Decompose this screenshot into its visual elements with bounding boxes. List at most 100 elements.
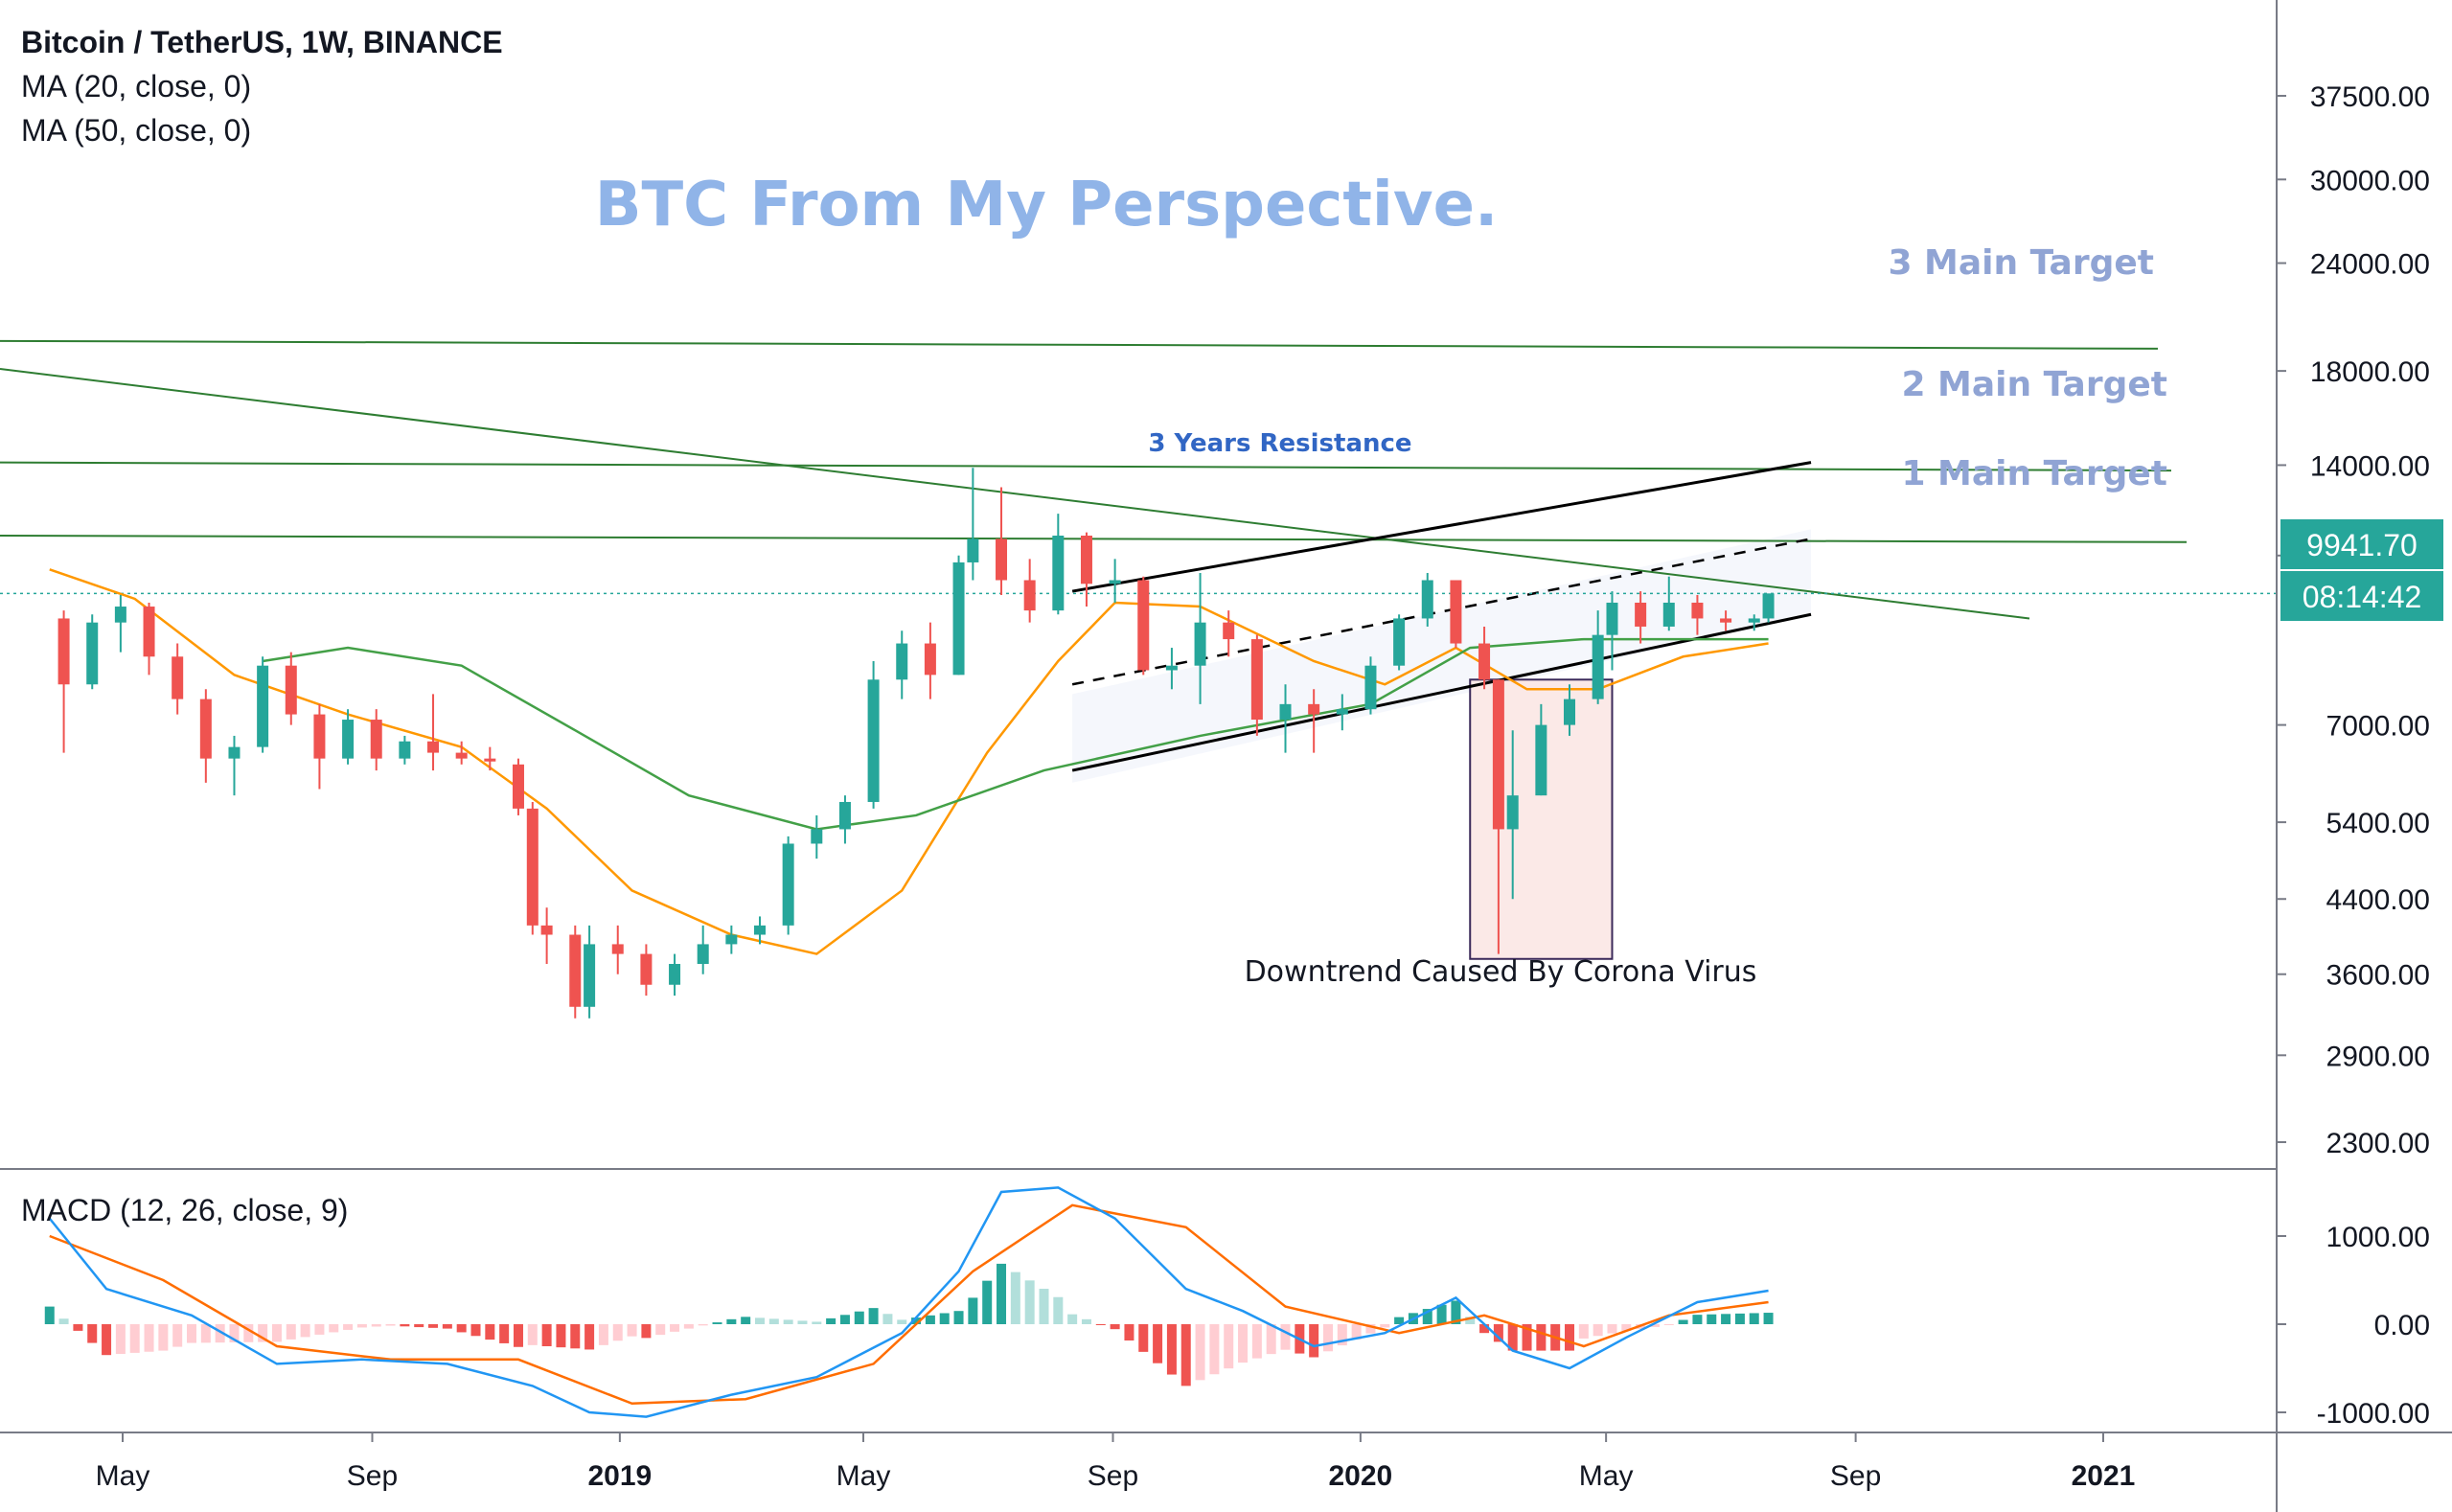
- candle-body: [484, 758, 496, 762]
- macd-histogram-bar: [385, 1324, 396, 1326]
- macd-histogram-bar: [243, 1324, 254, 1342]
- candle: [143, 602, 155, 676]
- time-tick-label: May: [836, 1460, 891, 1492]
- macd-histogram-bar: [826, 1317, 836, 1324]
- candle: [753, 916, 766, 945]
- resistance-label: 3 Years Resistance: [1148, 429, 1411, 458]
- candle-body: [86, 622, 99, 685]
- candle-body: [228, 746, 241, 759]
- macd-histogram-bar: [1621, 1324, 1632, 1331]
- price-tick-label: 24000.00: [2310, 249, 2430, 281]
- candle: [838, 795, 851, 844]
- macd-histogram-bar: [442, 1324, 452, 1329]
- candle: [1535, 703, 1547, 796]
- candle: [952, 555, 965, 676]
- macd-histogram-bar: [1522, 1324, 1532, 1351]
- price-panel[interactable]: [0, 339, 2277, 1019]
- candle-body: [569, 934, 582, 1007]
- macd-histogram-bar: [371, 1324, 381, 1327]
- candle-body: [952, 561, 965, 676]
- price-tick-label: 18000.00: [2310, 356, 2430, 388]
- candle-body: [584, 944, 596, 1007]
- candle: [399, 735, 411, 765]
- macd-histogram-bar: [414, 1324, 424, 1328]
- candle-body: [967, 538, 979, 562]
- macd-histogram-bar: [343, 1324, 354, 1330]
- candle: [484, 746, 496, 771]
- candle: [611, 925, 624, 974]
- chart-title: BTC From My Perspective.: [595, 170, 1499, 241]
- macd-histogram-bar: [129, 1324, 140, 1353]
- macd-histogram-bar: [73, 1324, 83, 1331]
- ma50-legend[interactable]: MA (50, close, 0): [21, 113, 252, 148]
- candle: [257, 656, 269, 753]
- macd-histogram-bar: [300, 1324, 310, 1338]
- macd-histogram-bar: [485, 1324, 495, 1340]
- candle: [1450, 580, 1462, 649]
- candle: [896, 630, 908, 699]
- macd-histogram-bar: [754, 1317, 765, 1324]
- candle-body: [1364, 665, 1377, 710]
- candle: [1023, 559, 1036, 623]
- candle: [811, 814, 823, 859]
- macd-histogram-bar: [1422, 1309, 1432, 1324]
- macd-histogram-bar: [258, 1324, 268, 1342]
- macd-histogram-bar: [882, 1314, 893, 1324]
- candle-body: [540, 925, 553, 935]
- candle: [526, 801, 539, 935]
- macd-histogram-bar: [44, 1306, 55, 1324]
- macd-histogram-bar: [1351, 1324, 1362, 1340]
- macd-histogram-bar: [655, 1324, 666, 1336]
- macd-histogram-bar: [470, 1324, 481, 1337]
- price-tag: 9941.70 08:14:42: [2280, 519, 2443, 621]
- macd-histogram-bar: [58, 1318, 69, 1324]
- symbol-title[interactable]: Bitcoin / TetherUS, 1W, BINANCE: [21, 25, 503, 59]
- candle-body: [1635, 602, 1647, 627]
- candle: [313, 703, 326, 790]
- candle: [584, 925, 596, 1019]
- candle: [996, 487, 1008, 595]
- candle: [1506, 730, 1519, 900]
- candle: [1052, 514, 1065, 615]
- candle-body: [1478, 643, 1491, 680]
- candle: [86, 614, 99, 690]
- candle-body: [427, 741, 440, 753]
- target-1-label: 1 Main Target: [1901, 454, 2167, 493]
- macd-histogram-bar: [1010, 1271, 1020, 1324]
- macd-histogram-bar: [158, 1324, 169, 1351]
- candle-body: [370, 720, 382, 759]
- time-tick-label: Sep: [1088, 1460, 1138, 1492]
- candle: [1492, 679, 1504, 954]
- candle-body: [342, 720, 355, 759]
- macd-histogram-bar: [172, 1324, 183, 1347]
- macd-histogram-bar: [812, 1321, 822, 1324]
- candle: [1421, 572, 1433, 627]
- ma20-legend[interactable]: MA (20, close, 0): [21, 69, 252, 103]
- macd-histogram-bar: [1095, 1324, 1106, 1325]
- candle: [569, 925, 582, 1019]
- macd-histogram-bar: [1593, 1324, 1603, 1337]
- macd-histogram-bar: [1380, 1324, 1390, 1328]
- candle-body: [1308, 703, 1320, 715]
- macd-histogram-bar: [839, 1315, 850, 1324]
- macd-legend[interactable]: MACD (12, 26, close, 9): [21, 1193, 349, 1227]
- macd-panel[interactable]: [44, 1186, 1774, 1418]
- macd-histogram-bar: [641, 1324, 652, 1339]
- resistance-line: [0, 367, 2030, 620]
- candle-body: [611, 944, 624, 954]
- macd-histogram-bar: [1707, 1314, 1717, 1324]
- macd-histogram-bar: [612, 1324, 623, 1341]
- macd-histogram-bar: [1649, 1324, 1660, 1327]
- macd-histogram-bar: [1067, 1314, 1078, 1324]
- candle: [1308, 689, 1320, 753]
- candle: [1109, 559, 1121, 603]
- candle-body: [1052, 536, 1065, 611]
- price-tick-label: 4400.00: [2326, 884, 2430, 916]
- candle-body: [996, 538, 1008, 581]
- candle: [1592, 610, 1604, 704]
- candle: [285, 652, 297, 725]
- candle: [1762, 593, 1775, 623]
- candle-body: [1606, 602, 1618, 635]
- candle: [967, 468, 979, 581]
